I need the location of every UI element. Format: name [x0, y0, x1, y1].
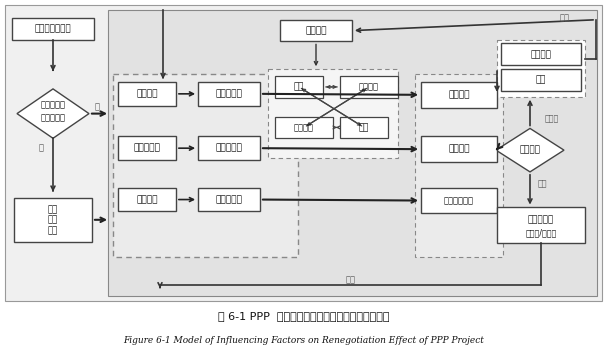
Text: 诚信: 诚信	[359, 123, 369, 132]
Bar	[280, 20, 352, 41]
Bar	[113, 74, 298, 257]
Text: 再谈判触发发点: 再谈判触发发点	[35, 24, 72, 33]
Text: 合同治理: 合同治理	[136, 89, 158, 98]
Text: 再谈判效果: 再谈判效果	[528, 216, 554, 225]
Text: 反馈: 反馈	[560, 13, 570, 22]
Bar	[340, 76, 398, 98]
Text: 不满意: 不满意	[545, 114, 559, 123]
Text: 补偿机制: 补偿机制	[448, 145, 470, 154]
Bar	[497, 207, 585, 243]
Text: 满意: 满意	[537, 179, 547, 188]
Text: 冲突僵持: 冲突僵持	[531, 50, 552, 59]
Bar	[12, 18, 94, 40]
Text: 解决: 解决	[48, 216, 58, 225]
Text: 沟通交流: 沟通交流	[359, 82, 379, 92]
Text: 否: 否	[38, 144, 44, 153]
Text: 调节方式: 调节方式	[520, 146, 540, 155]
Bar	[198, 188, 260, 211]
Bar	[275, 76, 323, 98]
Bar	[501, 44, 581, 65]
Text: 退出机制: 退出机制	[448, 90, 470, 99]
Bar	[198, 136, 260, 160]
Text: 反馈: 反馈	[345, 275, 356, 284]
Bar	[421, 188, 497, 213]
Bar	[415, 74, 503, 257]
Bar	[198, 82, 260, 106]
Text: 再谈判条款: 再谈判条款	[41, 113, 66, 122]
Bar	[268, 69, 398, 158]
Text: 效率高/结果好: 效率高/结果好	[526, 229, 557, 238]
Bar	[118, 136, 176, 160]
Bar	[497, 40, 585, 97]
Text: 信息共享: 信息共享	[294, 123, 314, 132]
Bar	[275, 117, 333, 138]
Text: Figure 6-1 Model of Influencing Factors on Renegotiation Effect of PPP Project: Figure 6-1 Model of Influencing Factors …	[123, 336, 484, 345]
Bar	[118, 188, 176, 211]
Text: 分歧: 分歧	[48, 227, 58, 236]
Bar	[421, 82, 497, 108]
Bar	[14, 198, 92, 242]
Text: 其他调节机制: 其他调节机制	[444, 196, 474, 205]
Text: 合同存在可: 合同存在可	[41, 100, 66, 109]
Text: 特定控制权: 特定控制权	[215, 144, 242, 153]
Text: 剩余控制权: 剩余控制权	[215, 195, 242, 204]
Text: 试图: 试图	[48, 205, 58, 214]
Bar	[118, 82, 176, 106]
Bar	[501, 69, 581, 91]
Text: 信任: 信任	[294, 82, 304, 92]
Polygon shape	[496, 128, 564, 172]
Bar	[340, 117, 388, 138]
Text: 双方关系: 双方关系	[305, 26, 327, 35]
Polygon shape	[17, 89, 89, 138]
Bar	[108, 10, 597, 296]
Text: 是: 是	[95, 102, 100, 111]
Text: 合同柔性: 合同柔性	[136, 195, 158, 204]
Bar	[421, 136, 497, 162]
Text: 退出: 退出	[536, 76, 546, 85]
Text: 图 6-1 PPP  项目再谈判效果影响因素逻辑关系模型: 图 6-1 PPP 项目再谈判效果影响因素逻辑关系模型	[218, 311, 389, 321]
Text: 控制权配置: 控制权配置	[215, 89, 242, 98]
Text: 合同完备性: 合同完备性	[134, 144, 160, 153]
